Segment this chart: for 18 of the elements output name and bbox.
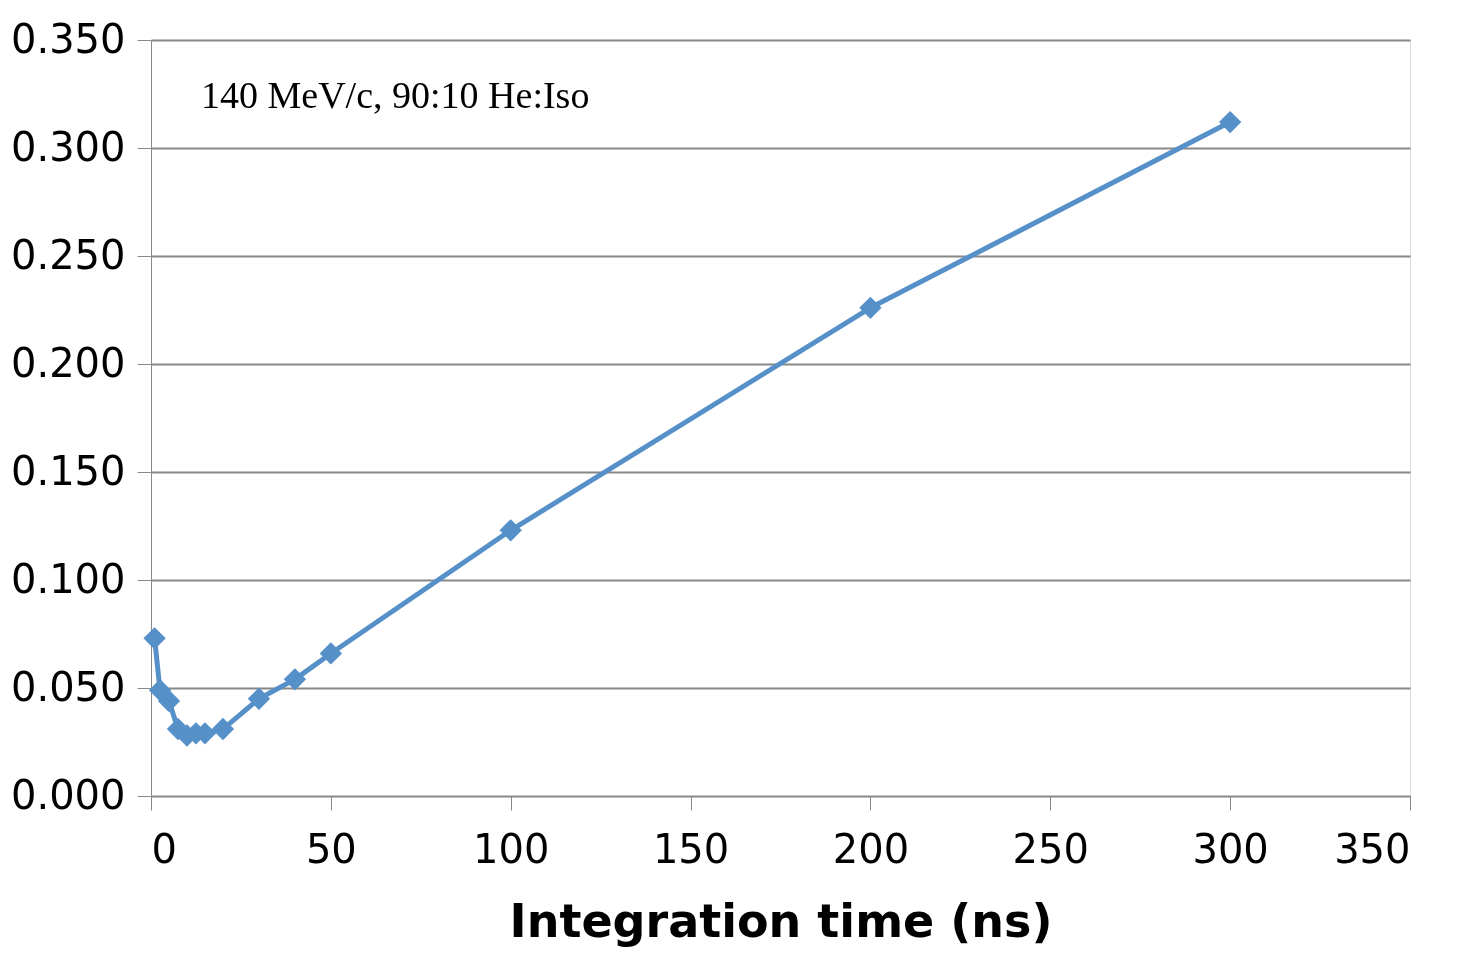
y-tick-label: 0.150: [10, 447, 126, 494]
x-tick-label: 200: [832, 825, 910, 872]
y-tick-label: 0.050: [10, 663, 126, 710]
y-tick-label: 0.300: [10, 123, 126, 170]
x-tick-label: 50: [305, 825, 357, 872]
y-tick-label: 0.000: [10, 771, 126, 818]
x-axis-title: Integration time (ns): [509, 893, 1053, 948]
y-tick-label: 0.100: [10, 555, 126, 602]
x-tick-label: 100: [473, 825, 550, 872]
y-tick-label: 0.350: [10, 15, 126, 62]
x-tick-label: 350: [1334, 825, 1411, 872]
y-tick-label: 0.250: [10, 231, 126, 278]
x-tick-label: 150: [652, 825, 730, 872]
x-tick-label: 250: [1012, 825, 1089, 872]
y-tick-label: 0.200: [10, 339, 126, 386]
annotation: 140 MeV/c, 90:10 He:Iso: [201, 74, 590, 116]
x-tick-label: 0: [151, 825, 177, 872]
x-tick-label: 300: [1192, 825, 1269, 872]
